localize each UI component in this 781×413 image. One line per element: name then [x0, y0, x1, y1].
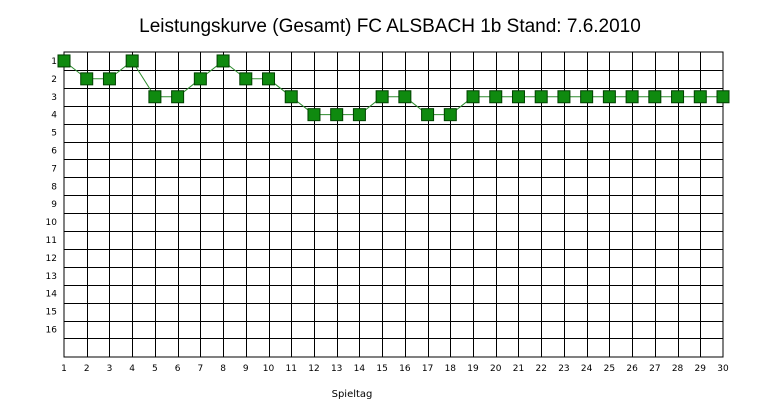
x-tick-label: 28 [672, 364, 684, 374]
x-tick-label: 10 [263, 364, 275, 374]
data-point [375, 90, 389, 104]
x-tick-label: 9 [243, 364, 249, 374]
x-tick-label: 3 [107, 364, 113, 374]
data-point [125, 54, 139, 68]
y-tick-label: 1 [51, 57, 57, 67]
y-tick-label: 3 [51, 93, 57, 103]
data-point [216, 54, 230, 68]
data-point [193, 72, 207, 86]
x-tick-label: 8 [220, 364, 226, 374]
data-point [671, 90, 685, 104]
data-point [171, 90, 185, 104]
data-point [648, 90, 662, 104]
x-axis-label: Spieltag [332, 389, 373, 400]
y-tick-label: 16 [46, 325, 58, 335]
x-tick-label: 22 [535, 364, 546, 374]
y-tick-label: 7 [51, 164, 57, 174]
x-tick-label: 11 [286, 364, 297, 374]
data-point [602, 90, 616, 104]
data-point [307, 108, 321, 122]
y-tick-label: 11 [46, 236, 57, 246]
data-point [580, 90, 594, 104]
data-point [489, 90, 503, 104]
y-tick-label: 15 [46, 308, 57, 318]
x-tick-label: 13 [331, 364, 342, 374]
x-tick-label: 18 [445, 364, 457, 374]
data-point [57, 54, 71, 68]
x-tick-label: 5 [152, 364, 158, 374]
y-tick-label: 8 [51, 182, 57, 192]
x-tick-label: 23 [558, 364, 569, 374]
data-point [398, 90, 412, 104]
data-point [534, 90, 548, 104]
plot-frame [63, 51, 724, 358]
x-tick-label: 15 [376, 364, 387, 374]
y-tick-label: 12 [46, 254, 57, 264]
x-tick-labels: 1 2 3 4 5 6 7 8 9 10 11 12 13 14 15 16 17 18 19 20 21 22 23 24 2… [61, 364, 729, 374]
series-group [57, 54, 730, 122]
data-point [239, 72, 253, 86]
chart-grid [63, 51, 724, 358]
x-tick-label: 16 [399, 364, 411, 374]
x-tick-label: 19 [467, 364, 479, 374]
y-tick-label: 14 [46, 290, 58, 300]
data-point [421, 108, 435, 122]
data-point [693, 90, 707, 104]
y-tick-label: 13 [46, 272, 57, 282]
x-tick-label: 26 [626, 364, 638, 374]
x-tick-label: 29 [695, 364, 707, 374]
x-tick-label: 7 [197, 364, 203, 374]
x-tick-label: 1 [61, 364, 67, 374]
data-point [716, 90, 730, 104]
x-tick-label: 20 [490, 364, 502, 374]
y-tick-label: 5 [51, 129, 57, 139]
x-tick-label: 21 [513, 364, 524, 374]
data-point [511, 90, 525, 104]
y-tick-label: 2 [51, 75, 57, 85]
x-tick-label: 12 [308, 364, 319, 374]
x-tick-label: 17 [422, 364, 433, 374]
x-tick-label: 14 [354, 364, 366, 374]
x-tick-label: 4 [129, 364, 135, 374]
data-point [80, 72, 94, 86]
x-tick-label: 30 [717, 364, 729, 374]
data-point [284, 90, 298, 104]
data-point [330, 108, 344, 122]
y-tick-label: 4 [51, 111, 57, 121]
y-tick-label: 6 [51, 146, 57, 156]
x-tick-label: 6 [175, 364, 181, 374]
data-point [148, 90, 162, 104]
x-tick-label: 24 [581, 364, 593, 374]
data-point [557, 90, 571, 104]
data-point [625, 90, 639, 104]
y-tick-label: 9 [51, 200, 57, 210]
x-tick-label: 2 [84, 364, 90, 374]
x-tick-label: 25 [604, 364, 615, 374]
data-point [443, 108, 457, 122]
data-point [466, 90, 480, 104]
data-point [352, 108, 366, 122]
data-point [262, 72, 276, 86]
y-tick-label: 10 [46, 218, 58, 228]
chart-title: Leistungskurve (Gesamt) FC ALSBACH 1b St… [139, 16, 641, 37]
x-tick-label: 27 [649, 364, 660, 374]
data-point [102, 72, 116, 86]
